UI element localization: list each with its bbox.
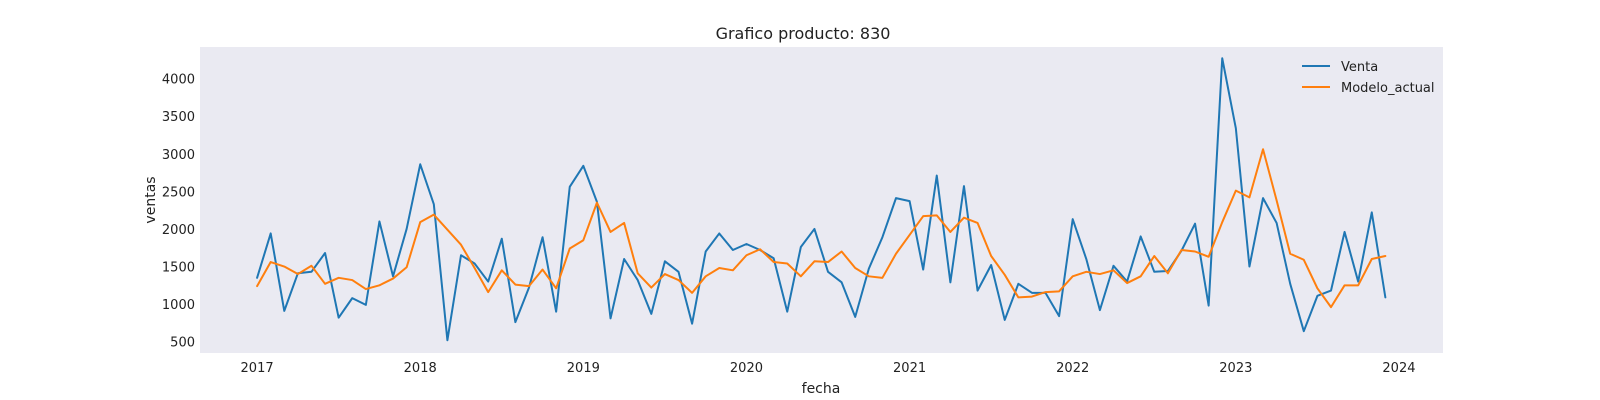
x-tick-label: 2022 bbox=[1056, 361, 1089, 376]
y-tick-label: 2000 bbox=[162, 223, 195, 238]
x-tick-label: 2019 bbox=[567, 361, 600, 376]
y-tick-label: 2500 bbox=[162, 185, 195, 200]
chart-title: Grafico producto: 830 bbox=[716, 24, 891, 43]
x-axis-ticks: 2017 2018 2019 2020 2021 2022 2023 2024 bbox=[241, 361, 1416, 376]
x-tick-label: 2021 bbox=[893, 361, 926, 376]
y-tick-label: 3500 bbox=[162, 110, 195, 125]
x-tick-label: 2020 bbox=[730, 361, 763, 376]
series-layer bbox=[256, 57, 1387, 342]
y-tick-label: 4000 bbox=[162, 73, 195, 88]
y-axis-label: ventas bbox=[143, 176, 159, 223]
x-axis-label: fecha bbox=[802, 381, 841, 397]
x-tick-label: 2018 bbox=[404, 361, 437, 376]
legend-label: Modelo_actual bbox=[1341, 81, 1435, 96]
y-tick-label: 1000 bbox=[162, 298, 195, 313]
x-tick-label: 2017 bbox=[241, 361, 274, 376]
series-line-modelo-actual bbox=[256, 148, 1387, 309]
y-tick-label: 3000 bbox=[162, 148, 195, 163]
y-axis-ticks: 500 1000 1500 2000 2500 3000 3500 4000 bbox=[162, 73, 195, 351]
plot-area bbox=[200, 47, 1443, 353]
series-line-venta bbox=[256, 57, 1387, 342]
y-tick-label: 500 bbox=[170, 336, 195, 351]
x-tick-label: 2024 bbox=[1382, 361, 1415, 376]
legend-label: Venta bbox=[1341, 60, 1378, 75]
x-tick-label: 2023 bbox=[1219, 361, 1252, 376]
y-tick-label: 1500 bbox=[162, 261, 195, 276]
legend: Venta Modelo_actual bbox=[1302, 60, 1435, 96]
